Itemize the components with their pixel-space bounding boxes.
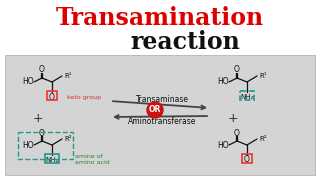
Text: NH₂: NH₂ [45,157,59,163]
Text: NH₂: NH₂ [240,94,254,100]
Text: O: O [39,66,45,75]
Text: R²: R² [259,136,267,142]
Text: O: O [244,156,250,165]
Bar [45,154,59,163]
Text: HO: HO [22,141,34,150]
Text: O: O [39,129,45,138]
Text: HO: HO [217,78,229,87]
Text: Transaminase: Transaminase [135,96,188,105]
Text: reaction: reaction [130,30,240,54]
Text: OR: OR [149,105,161,114]
Text: O: O [234,66,240,75]
Bar [240,91,254,100]
Text: +: + [228,111,238,125]
Text: HO: HO [22,78,34,87]
Text: O: O [49,93,55,102]
Text: HO: HO [217,141,229,150]
Bar [5,55,315,175]
Bar [18,132,73,159]
Bar [47,91,57,100]
Text: amine of: amine of [75,154,103,159]
Text: R²: R² [64,136,72,142]
Text: O: O [234,129,240,138]
Text: amino acid: amino acid [75,161,110,165]
Text: R¹: R¹ [259,73,267,79]
Text: keto group: keto group [67,94,101,100]
Text: +: + [33,111,43,125]
Text: Transamination: Transamination [56,6,264,30]
Text: Aminotransferase: Aminotransferase [128,116,196,125]
Text: R¹: R¹ [64,73,71,79]
Circle shape [147,102,163,118]
Bar [242,154,252,163]
